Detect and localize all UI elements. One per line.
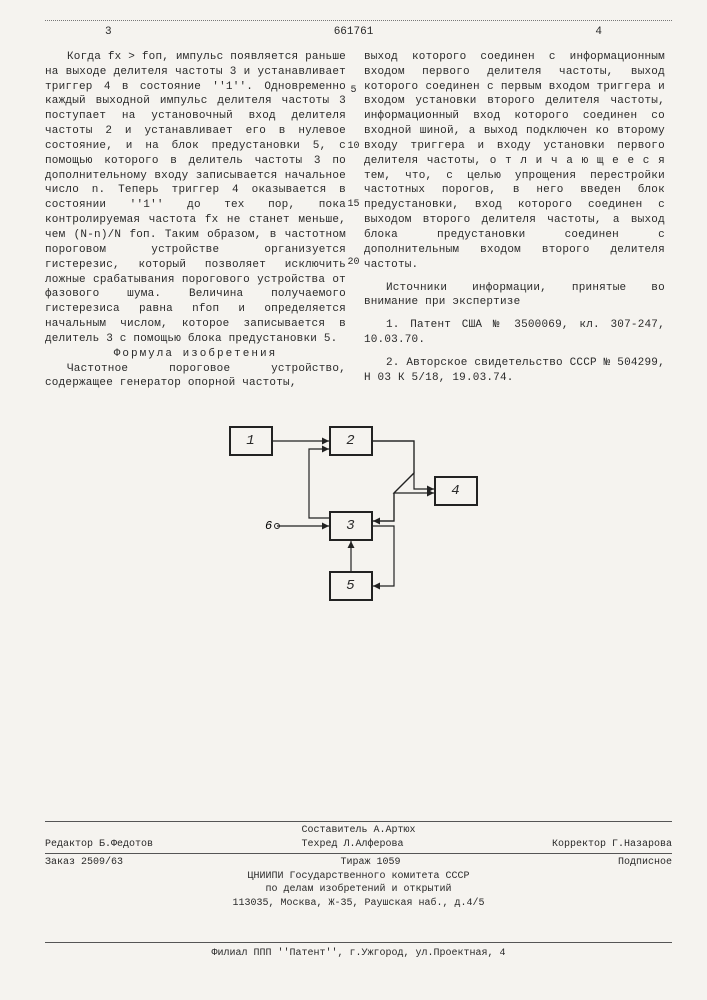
right-para-1: выход которого соединен с информационным… [364,50,665,273]
order-number: Заказ 2509/63 [45,856,123,870]
diagram-block-1: 1 [229,426,273,456]
diagram-edge [373,473,434,521]
compiler: Составитель А.Артюх [45,824,672,838]
page-col-right: 4 [595,25,602,40]
branch-line: Филиал ППП ''Патент'', г.Ужгород, ул.Про… [45,942,672,961]
diagram-edge [373,441,414,521]
line-number: 15 [347,198,359,212]
right-column: выход которого соединен с информационным… [364,50,665,391]
page-col-left: 3 [105,25,112,40]
line-number: 5 [350,84,356,98]
org-line-1: ЦНИИПИ Государственного комитета СССР [45,870,672,884]
diagram-block-3: 3 [329,511,373,541]
diagram-block-4: 4 [434,476,478,506]
tech-editor: Техред Л.Алферова [301,838,403,852]
subscription: Подписное [618,856,672,870]
line-number: 20 [347,256,359,270]
diagram-block-2: 2 [329,426,373,456]
left-para-2: Частотное пороговое устройство, содержащ… [45,362,346,392]
org-line-2: по делам изобретений и открытий [45,883,672,897]
diagram-block-5: 5 [329,571,373,601]
line-number: 10 [347,140,359,154]
print-run: Тираж 1059 [340,856,400,870]
org-address: 113035, Москва, Ж-35, Раушская наб., д.4… [45,897,672,911]
editor: Редактор Б.Федотов [45,838,153,852]
block-diagram: 6 1 2 4 3 5 [219,421,499,611]
corrector: Корректор Г.Назарова [552,838,672,852]
source-1: 1. Патент США № 3500069, кл. 307-247, 10… [364,318,665,348]
patent-number: 661761 [334,25,374,40]
diagram-edge [373,441,434,493]
colophon: Составитель А.Артюх Редактор Б.Федотов Т… [45,819,672,910]
left-column: Когда fх > fоп, импульс появляется раньш… [45,50,346,391]
diagram-edge [373,526,394,586]
diagram-edge [309,449,329,518]
left-para-1: Когда fх > fоп, импульс появляется раньш… [45,50,346,347]
formula-heading: Формула изобретения [45,347,346,362]
sources-heading: Источники информации, принятые во вниман… [364,281,665,311]
bus-label: 6 [265,519,272,533]
source-2: 2. Авторское свидетельство СССР № 504299… [364,356,665,386]
